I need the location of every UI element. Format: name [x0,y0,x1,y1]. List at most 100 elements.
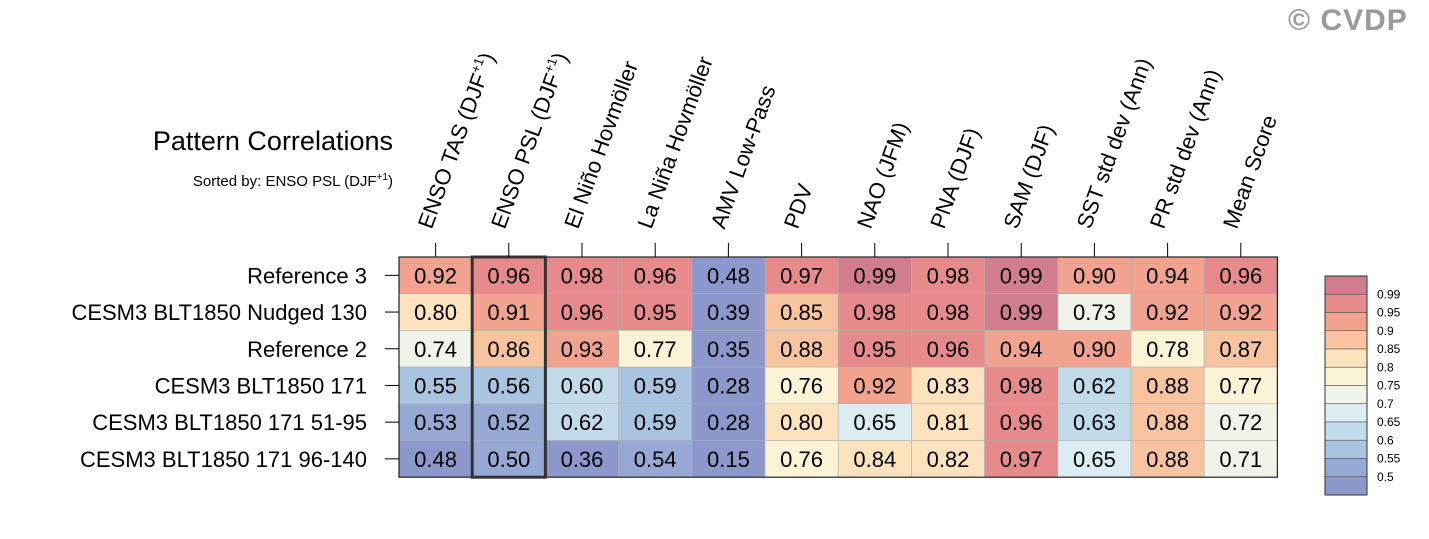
cell-value-label: 0.83 [927,373,970,398]
cell-value-label: 0.95 [853,337,896,362]
legend-swatch [1324,385,1368,405]
cell-value-label: 0.50 [487,447,530,472]
heatmap-cell [1057,330,1132,368]
cell-value-label: 0.86 [487,337,530,362]
column-label: La Niña Hovmöller [632,53,717,232]
cell-value-label: 0.52 [487,410,530,435]
cell-value-label: 0.36 [561,447,604,472]
column-label: PNA (DJF) [925,124,984,231]
heatmap-cell [837,440,912,478]
legend-swatch [1324,293,1368,313]
legend-label: 0.55 [1377,452,1401,466]
heatmap-cell [764,440,839,478]
cell-value-label: 0.90 [1073,337,1116,362]
heatmap-cell [1203,440,1278,478]
column-label-superscript: +1 [468,56,487,75]
heatmap-cell [471,440,546,478]
cell-value-label: 0.94 [1000,337,1043,362]
cell-value-label: 0.81 [927,410,970,435]
heatmap-cell [398,440,473,478]
heatmap-frame [398,256,1279,478]
column-label-text: ENSO PSL (DJF [486,70,565,232]
legend-label: 0.95 [1377,306,1401,320]
cell-value-label: 0.93 [561,337,604,362]
heatmap-cell [764,293,839,331]
heatmap-cell [837,330,912,368]
heatmap-cell [764,330,839,368]
heatmap-cell [1203,366,1278,405]
legend-label: 0.6 [1377,433,1394,447]
heatmap-cell [837,366,912,405]
legend-swatch [1324,421,1368,441]
row-label: CESM3 BLT1850 171 [155,373,367,398]
heatmap-cell [984,366,1059,405]
heatmap-cell [837,293,912,331]
chart-subtitle: Sorted by: ENSO PSL (DJF+1) [193,172,393,190]
row-label: CESM3 BLT1850 171 51-95 [92,410,367,435]
heatmap-cell [1203,330,1278,368]
heatmap-cell [984,440,1059,478]
heatmap-cell [691,256,766,295]
column-label: AMV Low-Pass [706,82,781,232]
heatmap-cell [545,440,619,478]
heatmap-cell [911,256,985,295]
column-label: Mean Score [1218,112,1282,232]
column-label-text: PNA (DJF) [925,124,984,231]
cell-value-label: 0.72 [1219,410,1262,435]
column-label-text: PR std dev (Ann) [1145,66,1226,232]
cell-value-label: 0.28 [707,410,750,435]
heatmap-cell [984,293,1059,331]
watermark-text: © CVDP [1288,4,1408,37]
cell-value-label: 0.39 [707,300,750,325]
cell-value-label: 0.71 [1219,447,1262,472]
column-label: SAM (DJF) [998,121,1059,232]
cell-value-label: 0.96 [927,337,970,362]
cell-value-label: 0.92 [1219,300,1262,325]
heatmap-cell [691,293,766,331]
column-label: ENSO TAS (DJF+1) [412,49,500,232]
cell-value-label: 0.84 [853,447,896,472]
legend-label: 0.5 [1377,470,1394,484]
cell-value-label: 0.98 [927,263,970,288]
cell-value-label: 0.59 [634,373,677,398]
cell-value-label: 0.98 [853,300,896,325]
heatmap-cell [618,440,693,478]
heatmap-cell [764,366,839,405]
cell-value-label: 0.99 [1000,263,1043,288]
heatmap-cell [911,440,985,478]
cell-value-label: 0.98 [561,263,604,288]
cell-value-label: 0.97 [1000,447,1043,472]
legend-swatch [1324,439,1368,459]
heatmap-cell [1203,293,1278,331]
cell-value-label: 0.98 [927,300,970,325]
column-label: SST std dev (Ann) [1072,55,1157,232]
legend-swatch [1324,476,1368,496]
cell-value-label: 0.92 [1146,300,1189,325]
column-label: PR std dev (Ann) [1145,66,1226,232]
legend-label: 0.65 [1377,415,1401,429]
heatmap-cell [545,330,619,368]
legend-swatch [1324,312,1368,332]
legend-swatch [1324,458,1368,478]
cell-value-label: 0.76 [780,373,823,398]
cell-value-label: 0.59 [634,410,677,435]
cell-value-label: 0.65 [1073,447,1116,472]
subtitle-prefix: Sorted by: ENSO PSL (DJF [192,173,377,190]
cell-value-label: 0.80 [414,300,457,325]
cell-value-label: 0.96 [1219,263,1262,288]
cell-value-label: 0.48 [414,447,457,472]
cell-value-label: 0.90 [1073,263,1116,288]
column-label: El Niño Hovmöller [559,58,643,232]
cell-value-label: 0.62 [561,410,604,435]
heatmap-cell [398,330,473,368]
cell-value-label: 0.88 [1146,447,1189,472]
column-label-text: NAO (JFM) [852,119,914,232]
cell-value-label: 0.56 [487,373,530,398]
cell-value-label: 0.35 [707,337,750,362]
subtitle-suffix: ) [388,173,393,190]
column-label-text: SAM (DJF) [998,121,1059,232]
chart-title: Pattern Correlations [152,126,393,156]
heatmap-cell [1203,403,1278,441]
heatmap-cell [1130,366,1205,405]
